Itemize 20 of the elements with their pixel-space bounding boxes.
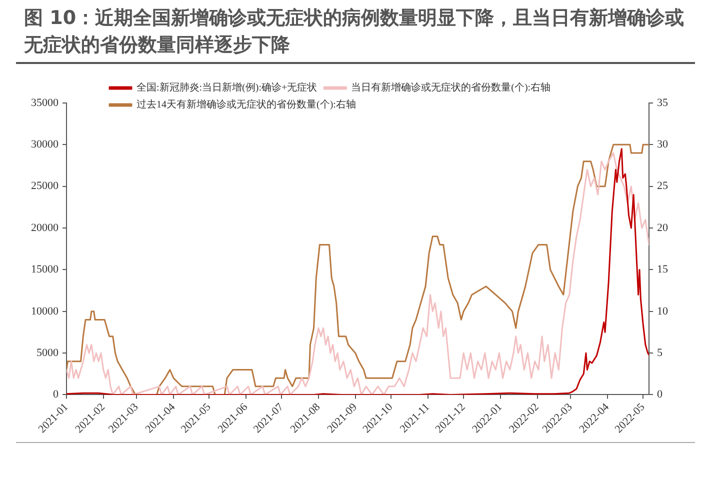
y-tick-label: 25000: [31, 180, 59, 192]
y-tick-label: 0: [53, 388, 59, 401]
y-tick-label: 15000: [31, 264, 59, 276]
y2-tick-label: 15: [657, 264, 668, 276]
y2-tick-label: 5: [657, 346, 663, 359]
y-tick-label: 10000: [31, 305, 59, 318]
y2-tick-label: 20: [657, 222, 668, 234]
y2-tick-label: 35: [657, 96, 668, 109]
y-tick-label: 5000: [36, 346, 59, 359]
y-tick-label: 20000: [31, 222, 59, 234]
y2-tick-label: 30: [657, 138, 668, 151]
legend-label: 全国:新冠肺炎:当日新增(例):确诊+无症状: [136, 82, 318, 94]
legend-label: 过去14天有新增确诊或无症状的省份数量(个):右轴: [136, 98, 356, 111]
y2-tick-label: 25: [657, 180, 668, 192]
y-tick-label: 35000: [31, 96, 59, 109]
y2-tick-label: 10: [657, 305, 668, 318]
chart-title: 图 10：近期全国新增确诊或无症状的病例数量明显下降，且当日有新增确诊或无症状的省份数量同样逐步下降: [24, 6, 686, 58]
y-tick-label: 30000: [31, 138, 59, 151]
y2-tick-label: 0: [657, 388, 663, 401]
legend-label: 当日有新增确诊或无症状的省份数量(个):右轴: [351, 82, 551, 94]
